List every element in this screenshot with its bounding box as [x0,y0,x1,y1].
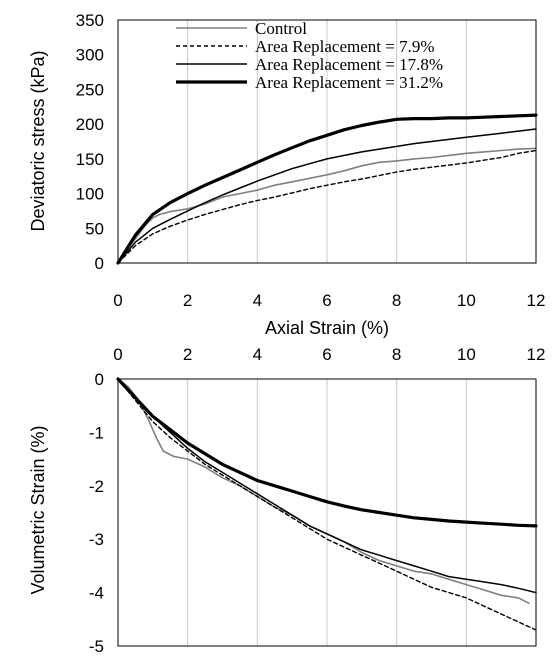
series-line-area-replacement-7-9 [117,378,537,631]
series-line-control [117,147,537,264]
x-tick-label: 0 [113,345,122,364]
x-tick-label: 4 [253,291,262,310]
top-plot-frame [117,19,537,264]
top-x-tick-labels: 0 2 4 6 8 10 12 [113,291,545,310]
legend-label-ar-17-8: Area Replacement = 17.8% [255,55,443,74]
legend-label-ar-31-2: Area Replacement = 31.2% [255,73,443,92]
legend-label-ar-7-9: Area Replacement = 7.9% [255,37,435,56]
x-tick-label: 2 [183,291,192,310]
series-line-area-replacement-7-9 [117,149,537,264]
top-series-group [116,113,538,265]
y-tick-label: -1 [89,423,104,442]
bottom-plot-frame [117,378,537,647]
volumetric-strain-chart: 0 2 4 6 8 10 12 0 -1 -2 -3 -4 -5 Volumetric Strain … [28,345,545,656]
y-tick-label: 0 [95,370,104,389]
y-tick-label: -5 [89,637,104,656]
x-tick-label: 12 [527,291,546,310]
x-tick-label: 8 [392,345,401,364]
y-tick-label: -3 [89,530,104,549]
x-tick-label: 2 [183,345,192,364]
y-tick-label: 300 [76,46,104,65]
series-line-area-replacement-17-8 [117,378,537,594]
x-tick-label: 12 [527,345,546,364]
bottom-series-group [116,377,538,631]
bottom-grid [187,379,467,646]
x-tick-label: 6 [322,345,331,364]
legend: Control Area Replacement = 7.9% Area Rep… [176,19,443,92]
y-tick-label: 350 [76,11,104,30]
y-tick-label: 100 [76,185,104,204]
bottom-x-tick-labels: 0 2 4 6 8 10 12 [113,345,545,364]
series-line-area-replacement-31-2 [116,377,538,528]
x-tick-label: 6 [322,291,331,310]
x-tick-label: 4 [253,345,262,364]
y-tick-label: 50 [85,219,104,238]
y-tick-label: 0 [95,254,104,273]
legend-label-control: Control [255,19,307,38]
y-tick-label: 200 [76,115,104,134]
bottom-y-axis-label: Volumetric Strain (%) [28,425,48,594]
x-tick-label: 0 [113,291,122,310]
x-tick-label: 10 [457,345,476,364]
top-grid [187,20,467,263]
deviatoric-stress-chart: 0 2 4 6 8 10 12 0 50 100 150 200 250 300 350 Axial St… [28,11,545,338]
y-tick-label: -2 [89,477,104,496]
top-y-tick-labels: 0 50 100 150 200 250 300 350 [76,11,104,273]
top-y-axis-label: Deviatoric stress (kPa) [28,50,48,231]
y-tick-label: 250 [76,80,104,99]
x-tick-label: 10 [457,291,476,310]
x-tick-label: 8 [392,291,401,310]
bottom-y-tick-labels: 0 -1 -2 -3 -4 -5 [89,370,104,656]
y-tick-label: 150 [76,150,104,169]
series-line-area-replacement-17-8 [117,128,537,264]
series-line-area-replacement-31-2 [116,113,538,265]
y-tick-label: -4 [89,584,104,603]
top-x-axis-label: Axial Strain (%) [265,318,389,338]
